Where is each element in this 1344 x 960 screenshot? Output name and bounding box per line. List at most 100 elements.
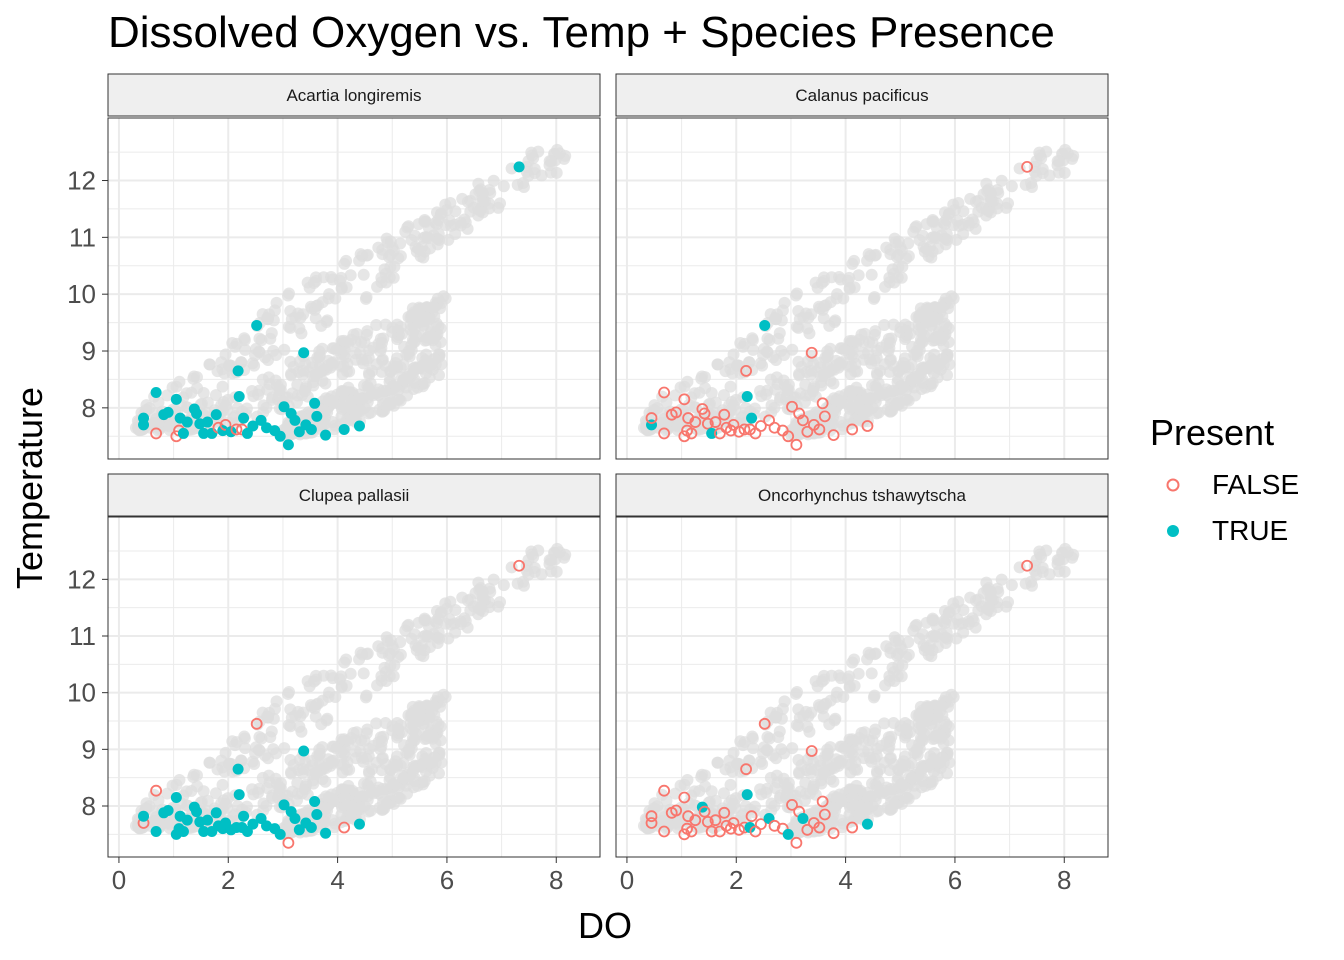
point-present-false xyxy=(1021,160,1033,173)
background-point xyxy=(673,816,686,829)
background-point xyxy=(682,797,695,810)
point-present-false xyxy=(754,420,767,432)
background-point xyxy=(255,732,268,745)
background-point xyxy=(320,714,333,727)
background-point xyxy=(947,617,960,630)
point-present-true xyxy=(782,828,794,840)
point-present-true xyxy=(706,427,718,439)
background-point xyxy=(711,756,724,769)
background-point xyxy=(992,187,1005,200)
y-tick-label: 9 xyxy=(82,336,96,366)
background-point xyxy=(458,213,471,226)
background-point xyxy=(815,777,828,790)
background-point xyxy=(739,401,752,414)
background-point xyxy=(281,391,294,404)
point-present-true xyxy=(298,347,310,359)
background-point xyxy=(228,739,241,752)
point-present-true xyxy=(170,792,182,803)
point-present-false xyxy=(801,823,814,836)
background-point xyxy=(926,775,939,788)
background-point xyxy=(203,756,216,769)
background-point xyxy=(966,213,979,226)
background-point xyxy=(337,360,350,373)
background-point xyxy=(821,351,834,364)
point-present-true xyxy=(238,412,250,424)
background-point xyxy=(349,745,362,758)
background-point xyxy=(319,775,332,788)
point-present-true xyxy=(201,814,213,826)
panel-border xyxy=(107,516,601,858)
background-point xyxy=(364,775,377,788)
point-present-true xyxy=(311,410,323,422)
background-point xyxy=(862,248,875,261)
background-point xyxy=(995,174,1008,187)
background-point xyxy=(870,367,883,380)
background-point xyxy=(827,377,840,390)
background-point xyxy=(426,332,439,345)
background-point xyxy=(769,781,782,794)
background-point xyxy=(803,787,816,800)
background-point xyxy=(417,358,430,371)
background-point xyxy=(846,783,859,796)
point-present-false xyxy=(701,417,714,430)
background-point xyxy=(836,342,849,355)
background-point xyxy=(380,399,393,412)
background-point xyxy=(669,787,682,800)
background-point xyxy=(292,365,305,378)
background-point xyxy=(726,765,739,778)
point-present-false xyxy=(733,823,745,836)
background-point xyxy=(964,192,977,205)
background-point xyxy=(821,749,834,762)
background-point xyxy=(422,232,435,245)
background-point xyxy=(778,349,791,362)
background-point xyxy=(922,250,935,263)
background-point xyxy=(957,205,970,218)
background-point xyxy=(326,814,339,827)
background-point xyxy=(869,395,882,408)
y-axis-label: Temperature xyxy=(9,386,50,590)
background-point xyxy=(418,775,431,788)
background-point xyxy=(803,725,816,738)
point-present-false xyxy=(790,438,803,451)
background-point xyxy=(865,755,878,768)
background-point xyxy=(418,612,431,625)
background-point xyxy=(408,335,421,348)
background-point xyxy=(878,717,891,730)
point-present-true xyxy=(298,745,310,757)
background-point xyxy=(387,271,400,284)
background-point xyxy=(727,797,740,810)
background-point xyxy=(219,797,232,810)
background-point xyxy=(957,626,970,639)
background-point xyxy=(354,646,367,659)
point-present-false xyxy=(250,717,263,730)
point-present-false xyxy=(805,346,818,359)
background-point xyxy=(709,794,722,807)
point-present-true xyxy=(741,789,753,801)
point-present-true xyxy=(305,423,317,435)
point-present-false xyxy=(658,427,671,440)
background-point xyxy=(834,814,847,827)
background-point xyxy=(904,726,917,739)
point-present-false xyxy=(670,406,683,419)
panel-border xyxy=(615,516,1109,858)
background-point xyxy=(895,271,908,284)
background-point xyxy=(857,347,870,360)
y-tick-label: 9 xyxy=(82,734,96,764)
background-point xyxy=(736,739,749,752)
background-point xyxy=(376,782,389,795)
background-point xyxy=(828,714,841,727)
point-present-false xyxy=(786,400,798,413)
background-point xyxy=(888,798,901,811)
background-point xyxy=(985,194,998,207)
background-point xyxy=(249,747,262,760)
background-point xyxy=(904,327,917,340)
background-point xyxy=(815,379,828,392)
y-tick-label: 11 xyxy=(69,222,96,252)
point-present-false xyxy=(827,429,840,442)
background-point xyxy=(374,332,387,345)
background-point xyxy=(757,747,770,760)
point-present-false xyxy=(282,836,295,849)
background-point xyxy=(327,794,340,807)
background-point xyxy=(982,582,995,595)
